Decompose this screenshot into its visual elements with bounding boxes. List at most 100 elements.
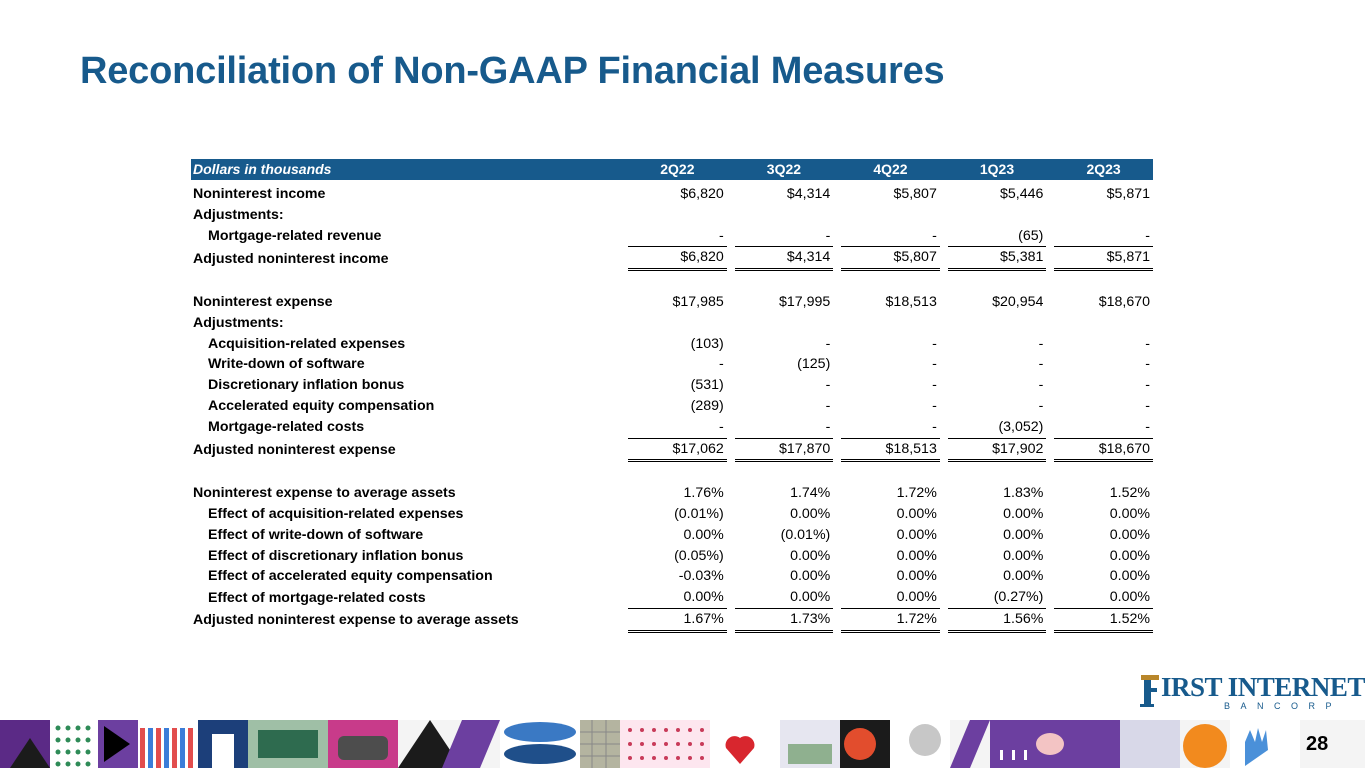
reconciliation-table: Dollars in thousands 2Q22 3Q22 4Q22 1Q23… <box>191 159 1153 633</box>
row-value <box>1054 205 1153 226</box>
decorative-pattern-band <box>0 720 1365 768</box>
row-value: 0.00% <box>896 568 937 585</box>
row-value <box>735 205 834 226</box>
row-value: - <box>1038 397 1044 414</box>
row-value: $18,670 <box>1054 439 1153 463</box>
row-label: Effect of discretionary inflation bonus <box>208 547 464 564</box>
row-value: 0.00% <box>627 587 727 609</box>
row-value <box>841 205 940 226</box>
row-value: 0.00% <box>734 587 834 609</box>
row-value: (289) <box>690 397 724 414</box>
row-value: - <box>932 397 937 414</box>
row-value: (103) <box>690 335 724 352</box>
table-row: Acquisition-related expenses (103) - - - - <box>191 334 1153 355</box>
row-value: $20,954 <box>992 293 1044 310</box>
row-label: Accelerated equity compensation <box>208 397 435 414</box>
row-value: 0.00% <box>841 587 940 609</box>
row-value: 0.00% <box>683 526 724 543</box>
row-value: $17,870 <box>734 439 834 463</box>
row-value: 1.74% <box>790 485 831 502</box>
table-row: Mortgage-related revenue - - - (65) - <box>191 226 1153 248</box>
row-value: (0.27%) <box>947 587 1047 609</box>
row-value <box>948 205 1047 226</box>
header-quarter: 4Q22 <box>841 159 940 180</box>
row-value: $17,995 <box>779 293 831 310</box>
row-value: (3,052) <box>947 417 1047 439</box>
row-value: 0.00% <box>896 505 937 522</box>
row-value: - <box>1145 356 1150 373</box>
row-value: - <box>1054 417 1153 439</box>
row-value: - <box>825 335 831 352</box>
row-value: 0.00% <box>790 547 831 564</box>
header-label: Dollars in thousands <box>191 159 628 180</box>
row-value: $17,985 <box>672 293 724 310</box>
row-value: $5,871 <box>1054 247 1153 272</box>
header-quarter: 2Q22 <box>627 159 727 180</box>
row-value: $6,820 <box>627 247 727 272</box>
row-value: - <box>1054 226 1153 248</box>
row-value: - <box>1145 377 1150 394</box>
row-value: $18,670 <box>1098 293 1150 310</box>
table-row: Adjustments: <box>191 313 1153 334</box>
row-value: 1.56% <box>947 609 1047 633</box>
table-row: Adjusted noninterest expense $17,062 $17,8… <box>191 439 1153 463</box>
table-row: Noninterest income $6,820 $4,314 $5,807 $5,4… <box>191 180 1153 205</box>
table-row: Effect of acquisition-related expenses (0… <box>191 504 1153 525</box>
row-value: - <box>932 377 937 394</box>
row-value: 1.67% <box>627 609 727 633</box>
row-value: $17,062 <box>627 439 727 463</box>
row-label: Adjustments: <box>193 206 284 223</box>
row-value: $5,381 <box>947 247 1047 272</box>
row-label: Adjustments: <box>193 314 284 331</box>
row-label: Adjusted noninterest expense to average … <box>193 612 519 629</box>
row-value: (0.01%) <box>780 526 831 543</box>
logo-subtitle: BANCORP <box>1224 701 1343 711</box>
table-header-row: Dollars in thousands 2Q22 3Q22 4Q22 1Q23… <box>191 159 1153 180</box>
row-value: - <box>825 377 831 394</box>
table-row: Adjusted noninterest income $6,820 $4,314 $… <box>191 247 1153 272</box>
row-value: 0.00% <box>1054 587 1153 609</box>
row-value <box>735 313 834 334</box>
row-value: $5,446 <box>999 186 1044 202</box>
page-number: 28 <box>1306 733 1329 755</box>
row-value: 0.00% <box>1003 505 1044 522</box>
table-row: Adjustments: <box>191 205 1153 226</box>
row-value: 0.00% <box>896 526 937 543</box>
row-value: - <box>841 417 940 439</box>
table-row: Accelerated equity compensation (289) - - - - <box>191 396 1153 417</box>
row-value: 1.73% <box>734 609 834 633</box>
row-label: Write-down of software <box>208 356 365 373</box>
row-value: $4,314 <box>734 247 834 272</box>
table-row: Mortgage-related costs - - - (3,052) - <box>191 417 1153 439</box>
row-value: (0.05%) <box>674 547 724 564</box>
row-value: - <box>719 356 724 373</box>
table-row: Effect of mortgage-related costs 0.00% 0.0… <box>191 587 1153 609</box>
row-label: Acquisition-related expenses <box>208 335 406 352</box>
spacer-row <box>191 271 1153 292</box>
row-value: 0.00% <box>790 568 831 585</box>
row-value: $4,314 <box>786 186 831 202</box>
row-label: Noninterest expense <box>193 293 333 310</box>
spacer-row <box>191 462 1153 483</box>
row-value: 0.00% <box>1109 505 1150 522</box>
table-row: Write-down of software - (125) - - - <box>191 354 1153 375</box>
logo-wordmark: IRST INTERNET <box>1161 672 1365 702</box>
row-value: (0.01%) <box>674 505 724 522</box>
row-label: Adjusted noninterest income <box>193 250 389 267</box>
company-logo: IRST INTERNET BANCORP <box>1140 672 1365 714</box>
row-value: - <box>627 417 727 439</box>
row-value: 1.76% <box>683 485 724 502</box>
row-value: - <box>734 226 834 248</box>
table-row: Adjusted noninterest expense to average … <box>191 609 1153 633</box>
row-value: 1.52% <box>1109 485 1150 502</box>
row-label: Effect of acquisition-related expenses <box>208 505 464 522</box>
row-value: (531) <box>690 377 724 394</box>
row-value: $18,513 <box>841 439 940 463</box>
row-label: Noninterest expense to average assets <box>193 485 456 502</box>
row-value: 0.00% <box>1109 547 1150 564</box>
row-value: $5,807 <box>841 247 940 272</box>
row-value: 0.00% <box>896 547 937 564</box>
row-value: - <box>1038 377 1044 394</box>
row-value <box>1054 313 1153 334</box>
row-value: 1.72% <box>896 485 937 502</box>
